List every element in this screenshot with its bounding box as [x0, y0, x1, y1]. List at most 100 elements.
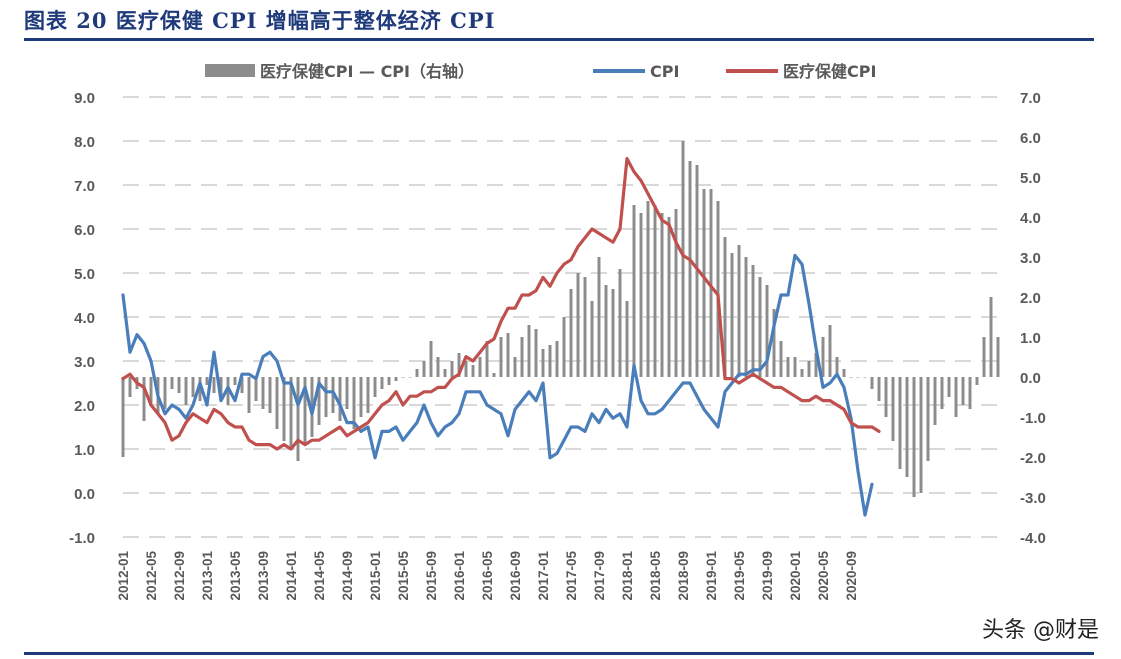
bar: [569, 289, 573, 377]
bar: [751, 265, 755, 377]
x-tick-label: 2015-01: [368, 551, 383, 601]
bar: [170, 377, 174, 389]
x-tick-label: 2020-05: [816, 551, 831, 601]
bar: [681, 141, 685, 377]
bar: [212, 377, 216, 393]
right-tick-label: 7.0: [1020, 90, 1041, 107]
bar: [373, 377, 377, 397]
bar: [870, 377, 874, 389]
bar: [177, 377, 181, 393]
left-tick-label: 0.0: [74, 486, 95, 503]
bar: [324, 377, 328, 417]
bar: [338, 377, 342, 421]
bar: [856, 377, 860, 378]
right-tick-label: 1.0: [1020, 330, 1041, 347]
bar: [121, 377, 125, 457]
bar: [576, 273, 580, 377]
bar: [807, 361, 811, 377]
legend-swatch-bar: [205, 64, 255, 77]
bar: [590, 301, 594, 377]
bar: [401, 377, 405, 378]
bottom-rule: [24, 652, 1094, 655]
bar: [933, 377, 937, 425]
bar: [457, 353, 461, 377]
bar: [730, 253, 734, 377]
bar: [597, 257, 601, 377]
x-tick-label: 2013-01: [200, 551, 215, 601]
bar: [548, 345, 552, 377]
bar: [205, 377, 209, 385]
x-tick-label: 2014-01: [284, 551, 299, 601]
bar: [555, 341, 559, 377]
x-tick-label: 2013-09: [256, 551, 271, 601]
bar: [842, 369, 846, 377]
bar: [653, 205, 657, 377]
bar: [296, 377, 300, 461]
bar: [961, 377, 965, 405]
bar: [520, 337, 524, 377]
bar: [975, 377, 979, 385]
x-tick-label: 2016-09: [508, 551, 523, 601]
bar: [240, 377, 244, 393]
bar: [268, 377, 272, 413]
bar: [352, 377, 356, 429]
bar: [940, 377, 944, 409]
bar: [667, 217, 671, 377]
x-tick-label: 2019-01: [704, 551, 719, 601]
bar: [758, 277, 762, 377]
bar: [345, 377, 349, 409]
bar: [800, 369, 804, 377]
left-tick-label: 2.0: [74, 398, 95, 415]
right-tick-label: 5.0: [1020, 170, 1041, 187]
bar: [716, 201, 720, 377]
x-tick-label: 2019-09: [760, 551, 775, 601]
bar: [443, 369, 447, 377]
bar: [968, 377, 972, 409]
figure-title: 图表 20 医疗保健 CPI 增幅高于整体经济 CPI: [24, 8, 496, 33]
bar: [737, 245, 741, 377]
bar: [898, 377, 902, 469]
bar: [639, 213, 643, 377]
x-tick-label: 2015-05: [396, 551, 411, 601]
bar: [583, 277, 587, 377]
bar: [436, 357, 440, 377]
line-series: [121, 157, 881, 517]
bar: [821, 337, 825, 377]
bar: [387, 377, 391, 385]
left-tick-label: -1.0: [69, 530, 95, 547]
x-tick-label: 2016-01: [452, 551, 467, 601]
legend-label-medical: 医疗保健CPI: [783, 62, 876, 81]
bar: [499, 337, 503, 377]
bar: [478, 357, 482, 377]
x-tick-label: 2019-05: [732, 551, 747, 601]
left-tick-label: 8.0: [74, 134, 95, 151]
bar: [191, 377, 195, 397]
x-tick-label: 2017-01: [536, 551, 551, 601]
right-tick-label: 6.0: [1020, 130, 1041, 147]
bar: [562, 317, 566, 377]
left-tick-label: 3.0: [74, 354, 95, 371]
bar: [814, 353, 818, 377]
bar: [513, 357, 517, 377]
bar: [688, 161, 692, 377]
bar: [828, 325, 832, 377]
right-tick-label: -1.0: [1020, 410, 1046, 427]
bar: [492, 373, 496, 377]
bar: [625, 301, 629, 377]
bar: [723, 237, 727, 377]
bar: [359, 377, 363, 417]
legend: 医疗保健CPI — CPI（右轴） CPI 医疗保健CPI: [205, 62, 876, 81]
left-tick-label: 9.0: [74, 90, 95, 107]
bar: [877, 377, 881, 401]
bar: [632, 205, 636, 377]
right-tick-label: -4.0: [1020, 530, 1046, 547]
bar: [674, 209, 678, 377]
x-tick-label: 2013-05: [228, 551, 243, 601]
bar: [247, 377, 251, 413]
bar: [954, 377, 958, 417]
bar: [275, 377, 279, 429]
bar: [254, 377, 258, 401]
bar: [408, 377, 412, 378]
bar: [450, 361, 454, 377]
